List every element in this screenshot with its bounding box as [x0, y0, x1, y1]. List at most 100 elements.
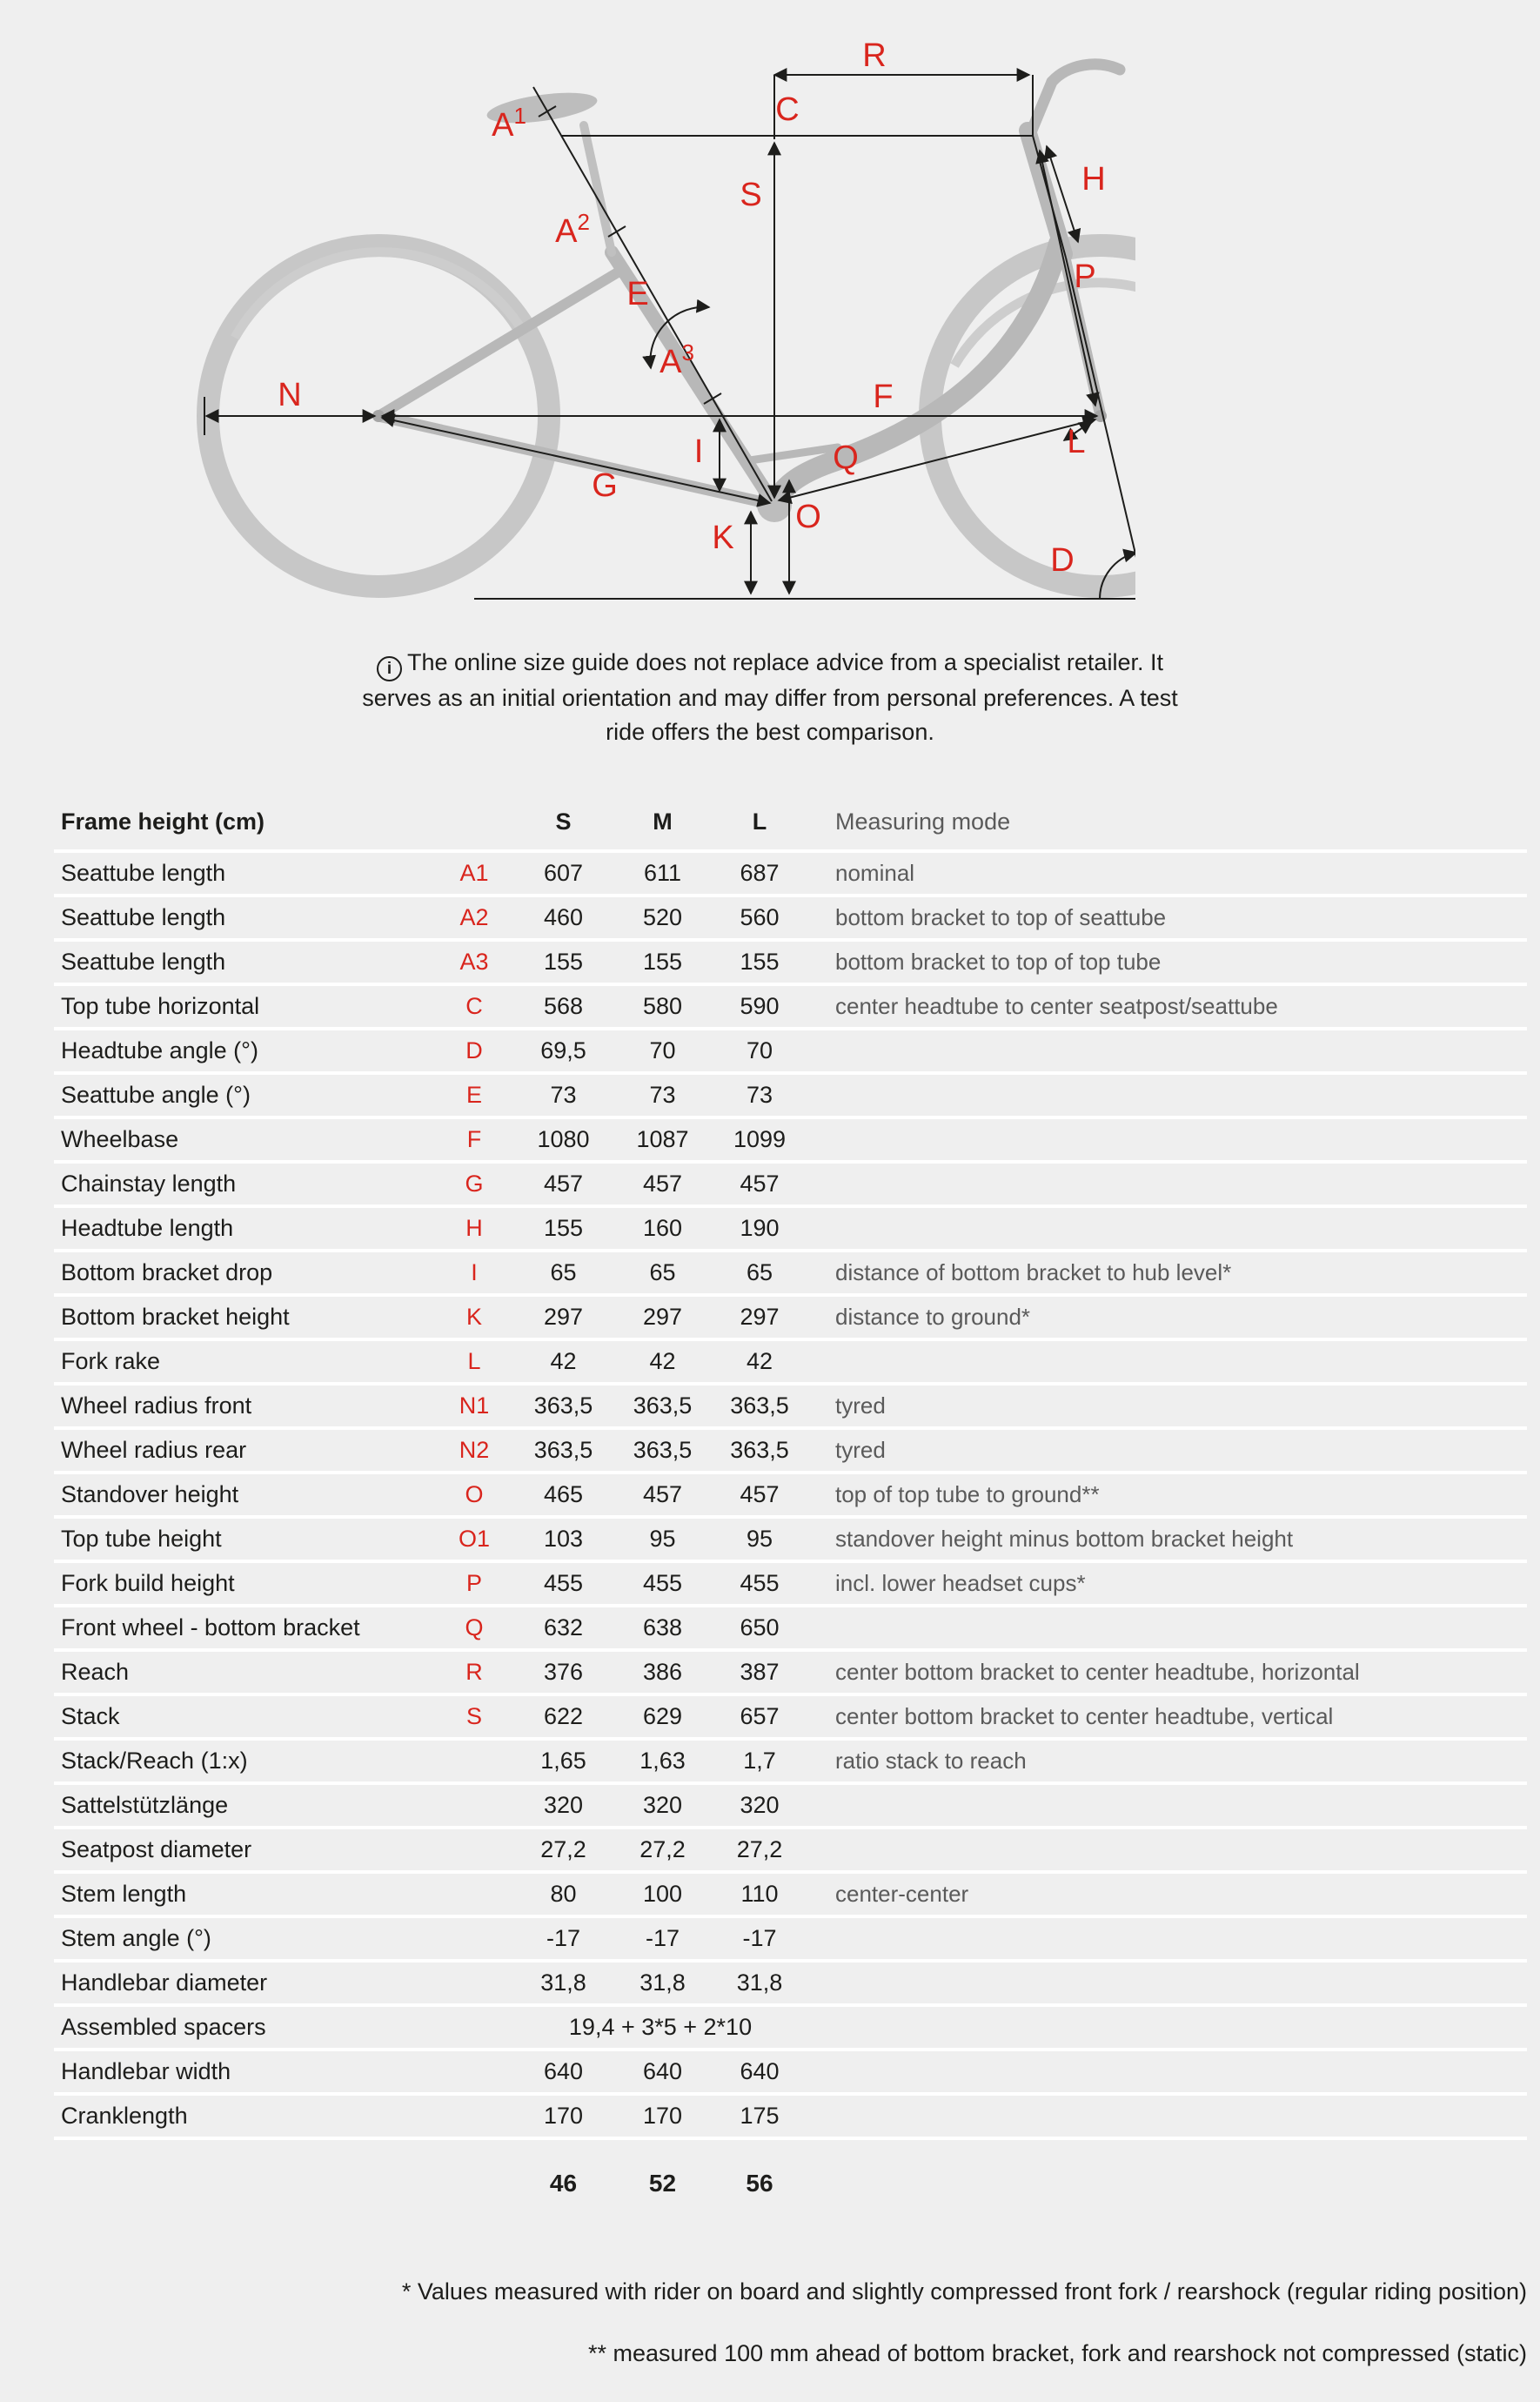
- row-value-l: 657: [740, 1703, 780, 1729]
- row-value-s: 622: [543, 1703, 584, 1729]
- a3-tick: [703, 393, 722, 405]
- row-value-m: 155: [642, 949, 683, 975]
- row-value-l: 73: [746, 1082, 773, 1108]
- row-value-l: 650: [740, 1614, 780, 1640]
- diagram-label-g: G: [592, 467, 618, 504]
- table-row: Standover height O 465 457 457 top of top tub…: [54, 1474, 1527, 1519]
- row-value-l: 95: [746, 1526, 773, 1552]
- row-measuring-mode: center bottom bracket to center headtube…: [835, 1659, 1360, 1685]
- diagram-label-h: H: [1081, 161, 1105, 198]
- frame-size-s: 46: [549, 2170, 578, 2197]
- table-body: Seattube length A1 607 611 687 nominal Seattub…: [54, 853, 1527, 2140]
- row-measuring-mode: bottom bracket to top of top tube: [835, 949, 1162, 975]
- row-value-l: 590: [740, 993, 780, 1019]
- row-label: Wheelbase: [61, 1126, 179, 1152]
- row-span-value: 19,4 + 3*5 + 2*10: [568, 2014, 753, 2040]
- a1-tick: [538, 105, 557, 117]
- row-letter: D: [465, 1037, 483, 1063]
- diagram-label-k: K: [712, 520, 733, 556]
- row-label: Handlebar diameter: [61, 1969, 268, 1996]
- row-label: Stem length: [61, 1881, 187, 1907]
- row-letter: A1: [459, 860, 489, 886]
- frame-size-l: 56: [746, 2170, 773, 2197]
- row-label: Stem angle (°): [61, 1925, 211, 1951]
- row-label: Stack: [61, 1703, 120, 1729]
- row-letter: R: [465, 1659, 483, 1685]
- row-value-m: 455: [642, 1570, 683, 1596]
- row-value-m: 42: [649, 1348, 676, 1374]
- row-value-l: 455: [740, 1570, 780, 1596]
- row-letter: A2: [459, 904, 489, 930]
- row-value-s: 69,5: [540, 1037, 586, 1063]
- row-value-l: 687: [740, 860, 780, 886]
- header-size-l: L: [752, 808, 767, 835]
- row-label: Seattube length: [61, 904, 226, 930]
- table-row: Stem angle (°) -17 -17 -17: [54, 1918, 1527, 1963]
- row-value-m: 320: [642, 1792, 683, 1818]
- row-label: Front wheel - bottom bracket: [61, 1614, 360, 1640]
- row-label: Stack/Reach (1:x): [61, 1748, 248, 1774]
- diagram-label-s: S: [740, 177, 761, 213]
- seatpost-tube: [579, 121, 616, 257]
- row-measuring-mode: bottom bracket to top of seattube: [835, 904, 1167, 930]
- row-label: Cranklength: [61, 2103, 188, 2129]
- row-letter: P: [465, 1570, 482, 1596]
- diagram-label-l: L: [1067, 424, 1085, 460]
- row-label: Chainstay length: [61, 1171, 237, 1197]
- row-value-l: 560: [740, 904, 780, 930]
- header-measuring-mode: Measuring mode: [835, 808, 1011, 835]
- table-row: Sattelstützlänge 320 320 320: [54, 1785, 1527, 1829]
- row-letter: E: [465, 1082, 482, 1108]
- row-label: Standover height: [61, 1481, 239, 1507]
- row-value-s: 460: [543, 904, 584, 930]
- diagram-label-e: E: [626, 276, 648, 312]
- row-letter: G: [465, 1171, 484, 1197]
- table-row: Chainstay length G 457 457 457: [54, 1164, 1527, 1208]
- row-value-s: 320: [543, 1792, 584, 1818]
- row-value-l: -17: [742, 1925, 777, 1951]
- row-value-l: 31,8: [736, 1969, 783, 1996]
- row-label: Wheel radius front: [61, 1392, 252, 1419]
- row-letter: H: [465, 1215, 483, 1241]
- row-value-s: 103: [543, 1526, 584, 1552]
- footnote: ** measured 100 mm ahead of bottom brack…: [587, 2340, 1527, 2366]
- row-value-s: 73: [550, 1082, 577, 1108]
- table-row: Top tube height O1 103 95 95 standover height…: [54, 1519, 1527, 1563]
- row-value-l: 363,5: [730, 1437, 789, 1463]
- frame-size-m: 52: [648, 2170, 677, 2197]
- row-letter: I: [471, 1259, 478, 1285]
- table-row: Wheelbase F 1080 1087 1099: [54, 1119, 1527, 1164]
- row-letter: O1: [458, 1526, 491, 1552]
- table-row: Headtube length H 155 160 190: [54, 1208, 1527, 1252]
- row-label: Headtube angle (°): [61, 1037, 258, 1063]
- row-value-l: 110: [740, 1881, 779, 1907]
- row-value-s: 457: [543, 1171, 584, 1197]
- row-value-l: 640: [740, 2058, 780, 2084]
- row-value-m: 629: [642, 1703, 683, 1729]
- row-value-s: 80: [550, 1881, 577, 1907]
- row-value-m: 363,5: [633, 1437, 693, 1463]
- row-measuring-mode: incl. lower headset cups*: [835, 1570, 1086, 1596]
- table-row: Seatpost diameter 27,2 27,2 27,2: [54, 1829, 1527, 1874]
- diagram-label-o: O: [795, 499, 821, 535]
- row-value-s: 31,8: [540, 1969, 586, 1996]
- fork-rake-arrow-l: [1062, 420, 1094, 441]
- row-value-l: 65: [746, 1259, 773, 1285]
- rear-fender: [231, 247, 529, 340]
- row-value-l: 320: [740, 1792, 780, 1818]
- table-row: Stack S 622 629 657 center bottom bracket to …: [54, 1696, 1527, 1741]
- table-row: Reach R 376 386 387 center bottom bracket to …: [54, 1652, 1527, 1696]
- row-value-l: 1099: [733, 1126, 787, 1152]
- table-row: Seattube length A2 460 520 560 bottom bracket…: [54, 897, 1527, 942]
- table-row: Wheel radius front N1 363,5 363,5 363,5 tyred: [54, 1386, 1527, 1430]
- diagram-label-r: R: [862, 37, 886, 74]
- diagram-label-f: F: [873, 379, 893, 415]
- row-value-m: 457: [642, 1481, 683, 1507]
- row-value-s: 297: [543, 1304, 584, 1330]
- row-value-l: 42: [746, 1348, 773, 1374]
- info-icon: i: [377, 656, 402, 681]
- saddle: [486, 92, 598, 124]
- bike-diagram-svg: A1 A2 A3 C R S H P E N F G I Q L K O D: [197, 37, 1282, 607]
- row-value-m: 95: [649, 1526, 676, 1552]
- row-measuring-mode: center headtube to center seatpost/seatt…: [835, 993, 1278, 1019]
